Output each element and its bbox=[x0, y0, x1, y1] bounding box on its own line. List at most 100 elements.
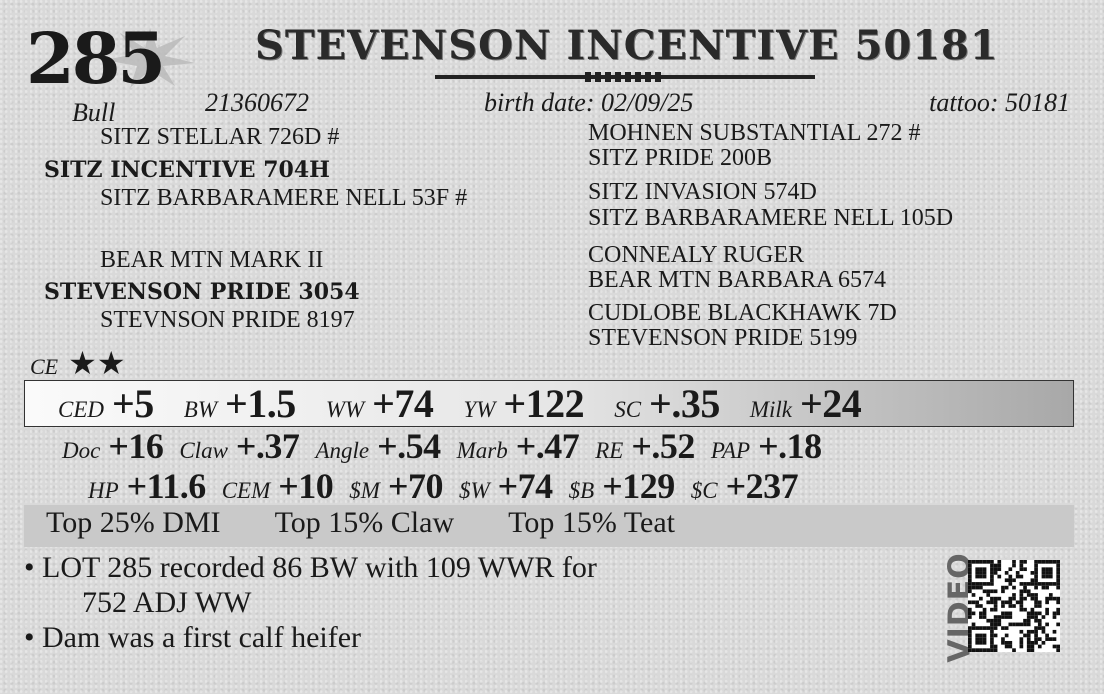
qr-module bbox=[1048, 560, 1053, 564]
qr-module bbox=[990, 618, 994, 623]
qr-module bbox=[975, 582, 980, 586]
birth-date: birth date: 02/09/25 bbox=[484, 88, 694, 117]
epd-row-3: HP +11.6 CEM +10 $M +70 $W +74 $B +129 $C +237 bbox=[88, 465, 814, 507]
qr-module bbox=[1048, 637, 1053, 641]
qr-module bbox=[1001, 611, 1005, 616]
qr-module bbox=[968, 626, 972, 630]
qr-module bbox=[1045, 633, 1049, 638]
qr-module bbox=[1030, 607, 1035, 612]
qr-module bbox=[1004, 611, 1009, 616]
epd-label: RE bbox=[595, 438, 624, 463]
qr-module bbox=[990, 644, 994, 649]
qr-module bbox=[1056, 600, 1060, 605]
qr-module bbox=[982, 615, 987, 619]
qr-module bbox=[990, 571, 994, 575]
qr-module bbox=[993, 563, 998, 568]
qr-module bbox=[993, 648, 998, 652]
qr-module bbox=[1037, 604, 1042, 608]
qr-module bbox=[1034, 618, 1038, 623]
qr-module bbox=[1034, 578, 1038, 583]
qr-module bbox=[982, 582, 987, 586]
qr-module bbox=[1052, 582, 1057, 586]
dam-dam: STEVNSON PRIDE 8197 bbox=[100, 307, 355, 333]
qr-module bbox=[1034, 560, 1038, 564]
qr-module bbox=[971, 611, 976, 616]
qr-module bbox=[1001, 637, 1005, 641]
qr-module bbox=[1008, 574, 1013, 579]
qr-module bbox=[982, 560, 987, 564]
qr-module bbox=[1041, 629, 1046, 634]
qr-module bbox=[1030, 593, 1035, 597]
epd-value: +.47 bbox=[515, 426, 580, 466]
qr-module bbox=[990, 567, 994, 572]
video-qr-code[interactable] bbox=[968, 560, 1060, 652]
qr-module bbox=[1034, 604, 1038, 608]
qr-module bbox=[990, 648, 994, 652]
qr-module bbox=[971, 600, 976, 605]
qr-module bbox=[1004, 615, 1009, 619]
qr-module bbox=[1012, 596, 1016, 601]
tattoo: tattoo: 50181 bbox=[929, 88, 1070, 117]
qr-module bbox=[1045, 574, 1049, 579]
qr-module bbox=[1034, 567, 1038, 572]
qr-module bbox=[979, 585, 983, 590]
qr-module bbox=[1056, 644, 1060, 649]
epd-value: +.35 bbox=[649, 381, 720, 426]
qr-module bbox=[968, 640, 972, 645]
qr-module bbox=[993, 607, 998, 612]
qr-module bbox=[1037, 644, 1042, 649]
epd-value: +16 bbox=[108, 426, 164, 466]
epd-value: +1.5 bbox=[225, 381, 296, 426]
qr-module bbox=[1056, 611, 1060, 616]
qr-module bbox=[1026, 640, 1031, 645]
qr-module bbox=[986, 600, 991, 605]
qr-module bbox=[993, 633, 998, 638]
qr-module bbox=[1008, 604, 1013, 608]
qr-module bbox=[990, 640, 994, 645]
qr-module bbox=[1001, 640, 1005, 645]
qr-module bbox=[1045, 611, 1049, 616]
qr-module bbox=[986, 626, 991, 630]
epd-label: Milk bbox=[749, 397, 792, 422]
note-line: • LOT 285 recorded 86 BW with 109 WWR fo… bbox=[24, 551, 597, 584]
qr-module bbox=[1004, 644, 1009, 649]
qr-module bbox=[993, 604, 998, 608]
qr-module bbox=[1019, 563, 1024, 568]
qr-module bbox=[1052, 611, 1057, 616]
qr-module bbox=[990, 560, 994, 564]
qr-module bbox=[1052, 560, 1057, 564]
qr-module bbox=[1008, 600, 1013, 605]
qr-module bbox=[1048, 567, 1053, 572]
qr-module bbox=[1026, 582, 1031, 586]
qr-module bbox=[971, 622, 976, 627]
qr-module bbox=[1034, 633, 1038, 638]
qr-module bbox=[1037, 618, 1042, 623]
qr-module bbox=[997, 560, 1002, 564]
qr-module bbox=[968, 563, 972, 568]
qr-module bbox=[1056, 571, 1060, 575]
epd-label: Angle bbox=[315, 438, 370, 463]
qr-module bbox=[979, 637, 983, 641]
qr-module bbox=[1026, 593, 1031, 597]
qr-module bbox=[986, 648, 991, 652]
qr-module bbox=[1001, 585, 1005, 590]
qr-module bbox=[1052, 644, 1057, 649]
qr-module bbox=[975, 604, 980, 608]
qr-module bbox=[1019, 560, 1024, 564]
epd-label: BW bbox=[183, 397, 218, 422]
pedigree-right-line: STEVENSON PRIDE 5199 bbox=[588, 325, 858, 351]
qr-module bbox=[993, 567, 998, 572]
qr-module bbox=[1037, 626, 1042, 630]
epd-label: PAP bbox=[710, 438, 751, 463]
qr-module bbox=[1052, 615, 1057, 619]
epd-label: Claw bbox=[179, 438, 228, 463]
qr-module bbox=[1004, 578, 1009, 583]
sex-label: Bull bbox=[72, 98, 116, 127]
qr-module bbox=[990, 607, 994, 612]
qr-module bbox=[975, 626, 980, 630]
qr-module bbox=[982, 611, 987, 616]
qr-module bbox=[979, 574, 983, 579]
qr-module bbox=[1048, 571, 1053, 575]
qr-module bbox=[968, 611, 972, 616]
qr-module bbox=[968, 567, 972, 572]
